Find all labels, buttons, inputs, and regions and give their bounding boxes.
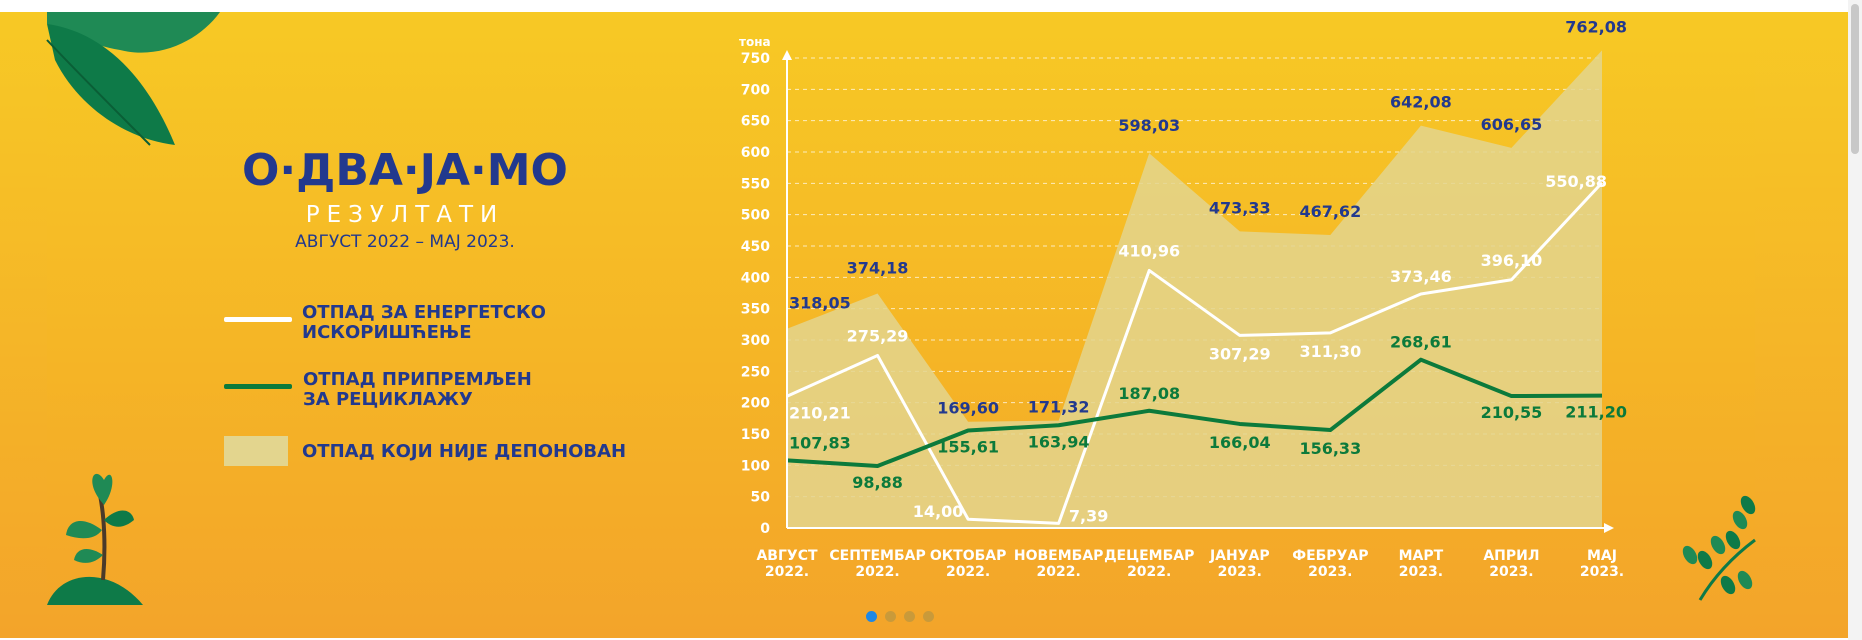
area-not-landfilled xyxy=(787,50,1602,528)
branch-bottom-right-icon xyxy=(1682,495,1756,601)
legend-swatch-energy xyxy=(224,317,292,322)
y-tick-label: 0 xyxy=(760,521,770,537)
y-tick-label: 450 xyxy=(741,239,770,255)
data-label: 155,61 xyxy=(937,437,999,456)
carousel-dot-4[interactable] xyxy=(923,611,934,622)
data-label: 211,20 xyxy=(1565,403,1627,422)
data-label: 311,30 xyxy=(1299,342,1361,361)
leaf-top-left-icon xyxy=(46,12,220,146)
y-tick-label: 500 xyxy=(741,208,770,224)
chart-series xyxy=(786,50,1604,528)
chart-axes: 0 50 100 150 200 250 300 350 400 450 500 550 600 650 7… xyxy=(739,35,1624,580)
brand-period: АВГУСТ 2022 – МАЈ 2023. xyxy=(295,232,515,252)
y-tick-label: 100 xyxy=(741,458,770,474)
y-tick-label: 600 xyxy=(741,145,770,161)
page-scrollbar[interactable] xyxy=(1848,0,1862,640)
data-label: 169,60 xyxy=(937,399,999,418)
data-label: 467,62 xyxy=(1299,202,1361,221)
data-label: 171,32 xyxy=(1028,398,1090,417)
legend-label-recycling: ОТПАД ПРИПРЕМЉЕН ЗА РЕЦИКЛАЖУ xyxy=(303,369,532,410)
data-label: 598,03 xyxy=(1118,116,1180,135)
data-label: 156,33 xyxy=(1299,439,1361,458)
data-label: 550,88 xyxy=(1545,172,1607,191)
sprout-bottom-left-icon xyxy=(47,473,143,605)
x-tick-label: ФЕБРУАР 2023. xyxy=(1292,548,1368,580)
y-tick-label: 700 xyxy=(741,82,770,98)
data-label: 642,08 xyxy=(1390,93,1452,112)
data-label: 163,94 xyxy=(1028,432,1090,451)
line-energy xyxy=(786,181,1604,525)
data-label: 318,05 xyxy=(789,294,851,313)
legend-label-not-landfilled: ОТПАД КОЈИ НИЈЕ ДЕПОНОВАН xyxy=(302,441,627,462)
data-label: 107,83 xyxy=(789,433,851,452)
data-label: 307,29 xyxy=(1209,344,1271,363)
legend-swatch-recycling xyxy=(224,384,292,389)
line-recycling xyxy=(786,357,1603,469)
x-tick-label: ЈАНУАР 2023. xyxy=(1209,548,1270,580)
data-label: 410,96 xyxy=(1118,241,1180,260)
data-label: 7,39 xyxy=(1069,506,1108,525)
y-tick-label: 150 xyxy=(741,427,770,443)
data-label: 374,18 xyxy=(847,259,909,278)
data-label: 210,55 xyxy=(1481,403,1543,422)
carousel-dot-2[interactable] xyxy=(885,611,896,622)
data-label: 606,65 xyxy=(1481,115,1543,134)
x-tick-label: МАРТ 2023. xyxy=(1399,548,1444,580)
y-tick-label: 250 xyxy=(741,364,770,380)
data-label: 166,04 xyxy=(1209,433,1271,452)
y-tick-label: 300 xyxy=(741,333,770,349)
data-label: 98,88 xyxy=(852,473,903,492)
x-tick-label: ОКТОБАР 2022. xyxy=(930,548,1007,580)
data-label: 373,46 xyxy=(1390,267,1452,286)
carousel-dot-1[interactable] xyxy=(866,611,877,622)
x-axis-arrow xyxy=(1604,523,1614,533)
x-tick-label: МАЈ 2023. xyxy=(1580,548,1624,580)
data-label: 396,10 xyxy=(1481,251,1543,270)
y-tick-label: 650 xyxy=(741,114,770,130)
banner-background-left xyxy=(0,12,47,638)
scrollbar-thumb[interactable] xyxy=(1851,4,1859,154)
data-label: 210,21 xyxy=(789,403,851,422)
data-label: 14,00 xyxy=(913,502,964,521)
data-label: 275,29 xyxy=(847,326,909,345)
brand-subtitle: РЕЗУЛТАТИ xyxy=(305,202,505,228)
chart-data-labels: 318,05 374,18 169,60 171,32 598,03 473,33 467,… xyxy=(789,17,1627,525)
y-axis-arrow xyxy=(782,50,792,60)
y-tick-label: 750 xyxy=(741,51,770,67)
carousel-dot-3[interactable] xyxy=(904,611,915,622)
x-tick-label: НОВЕМБАР 2022. xyxy=(1014,548,1104,580)
y-tick-label: 400 xyxy=(741,270,770,286)
data-label: 268,61 xyxy=(1390,333,1452,352)
data-label: 187,08 xyxy=(1118,384,1180,403)
x-tick-label: СЕПТЕМБАР 2022. xyxy=(829,548,925,580)
x-tick-label: ДЕЦЕМБАР 2022. xyxy=(1104,548,1194,580)
y-tick-label: 350 xyxy=(741,302,770,318)
data-label: 762,08 xyxy=(1565,17,1627,36)
data-label: 473,33 xyxy=(1209,198,1271,217)
y-tick-label: 200 xyxy=(741,396,770,412)
y-tick-label: 550 xyxy=(741,176,770,192)
x-tick-label: АВГУСТ 2022. xyxy=(756,548,817,580)
y-axis-title: тона xyxy=(739,35,771,49)
brand-title: О·ДВА·ЈА·МО xyxy=(242,145,568,196)
banner-background-right xyxy=(1755,12,1862,638)
y-tick-label: 50 xyxy=(751,490,771,506)
legend-swatch-not-landfilled xyxy=(224,436,288,466)
legend-label-energy: ОТПАД ЗА ЕНЕРГЕТСКО ИСКОРИШЋЕЊЕ xyxy=(302,302,546,343)
x-tick-label: АПРИЛ 2023. xyxy=(1483,548,1539,580)
